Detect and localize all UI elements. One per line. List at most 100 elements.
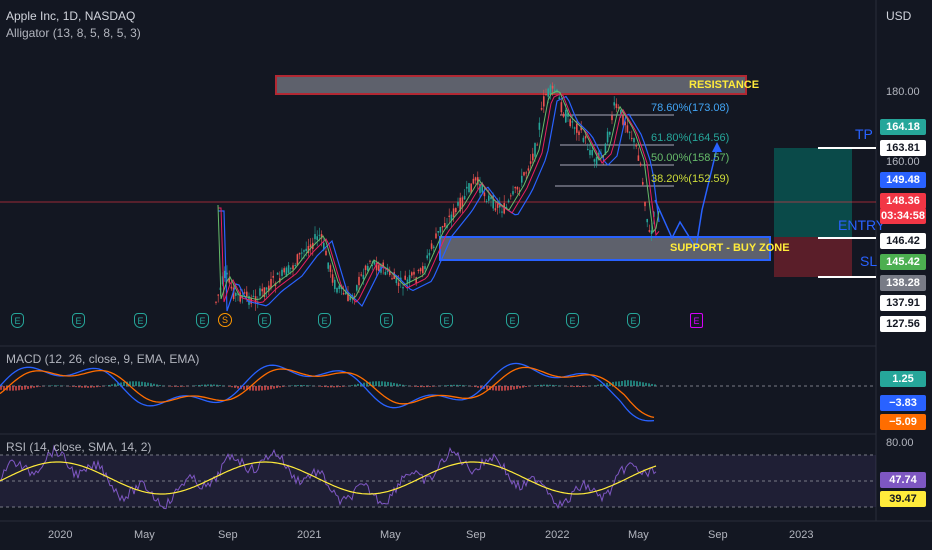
macd-histogram-bar (600, 384, 602, 386)
symbol-title[interactable]: Apple Inc, 1D, NASDAQ (6, 9, 136, 23)
candle-body (510, 195, 512, 197)
candle-body (626, 125, 629, 133)
macd-histogram-bar (645, 382, 647, 386)
candle-body (294, 265, 296, 267)
candle-body (554, 90, 556, 92)
macd-histogram-bar (3, 386, 5, 391)
sl-label: SL (860, 253, 878, 269)
macd-histogram-bar (540, 384, 542, 386)
macd-histogram-bar (183, 386, 185, 387)
macd-histogram-bar (297, 385, 299, 386)
price-tag-alligator: 149.48 (880, 172, 926, 188)
macd-histogram-bar (54, 385, 56, 386)
projection-path[interactable] (654, 147, 718, 251)
macd-histogram-bar (501, 386, 503, 391)
time-label: Sep (466, 529, 486, 541)
candle-body (336, 287, 338, 293)
macd-histogram-bar (447, 385, 449, 386)
currency-label[interactable]: USD (886, 9, 912, 23)
candle-body (565, 109, 567, 123)
macd-histogram-bar (294, 385, 296, 386)
candle-body (547, 88, 549, 97)
candle-body (582, 137, 585, 142)
price-tag-bottom: 127.56 (880, 316, 926, 332)
price-candles[interactable] (215, 82, 655, 311)
earnings-icon[interactable]: E (134, 313, 147, 328)
rsi-level-80: 80.00 (886, 437, 914, 449)
candle-body (633, 138, 635, 143)
macd-histogram-bar (354, 384, 356, 386)
candle-body (395, 275, 398, 284)
candle-body (413, 271, 415, 275)
macd-histogram-bar (648, 383, 650, 386)
candle-body (569, 119, 571, 127)
macd-histogram-bar (39, 386, 41, 387)
candle-body (501, 211, 503, 213)
candle-body (521, 175, 523, 183)
candle-body (604, 143, 607, 155)
stop-loss-area[interactable] (774, 237, 852, 277)
macd-histogram-bar (273, 386, 275, 389)
time-label: May (628, 529, 649, 541)
countdown-tag: 03:34:58 (880, 208, 926, 224)
macd-histogram-bar (426, 386, 428, 388)
macd-histogram-bar (231, 386, 233, 388)
macd-histogram-bar (546, 384, 548, 386)
macd-histogram-bar (117, 383, 119, 386)
rsi-legend[interactable]: RSI (14, close, SMA, 14, 2) (6, 440, 152, 454)
earnings-icon[interactable]: E (566, 313, 579, 328)
macd-histogram-bar (87, 386, 89, 388)
candle-body (283, 268, 285, 273)
macd-histogram-bar (219, 385, 221, 386)
macd-histogram-bar (201, 384, 203, 386)
candle-body (468, 183, 470, 193)
candle-body (309, 244, 312, 248)
candle-body (589, 150, 591, 155)
candle-body (435, 233, 437, 239)
tp-label: TP (855, 126, 873, 142)
price-tag-tp-line: 163.81 (880, 140, 926, 156)
macd-legend[interactable]: MACD (12, 26, close, 9, EMA, EMA) (6, 352, 200, 366)
rsi-line (0, 444, 657, 510)
earnings-icon[interactable]: E (380, 313, 393, 328)
candle-body (573, 127, 576, 129)
candle-body (228, 278, 230, 283)
macd-histogram-bar (258, 386, 260, 391)
candle-body (532, 153, 534, 161)
candle-body (620, 109, 622, 117)
earnings-icon[interactable]: E (318, 313, 331, 328)
price-tag-sl-line: 137.91 (880, 295, 926, 311)
indicator-legend[interactable]: Alligator (13, 8, 5, 8, 5, 3) (6, 26, 141, 40)
macd-histogram-bar (594, 385, 596, 386)
earnings-icon[interactable]: E (196, 313, 209, 328)
rsi-ma-tag: 39.47 (880, 491, 926, 507)
earnings-icon[interactable]: E (72, 313, 85, 328)
candle-body (327, 262, 329, 269)
split-icon[interactable]: S (218, 313, 232, 327)
macd-histogram-bar (132, 381, 134, 386)
alligator-jaw-line (218, 95, 660, 312)
time-label: 2020 (48, 529, 73, 541)
macd-histogram-bar (177, 386, 179, 387)
macd-histogram-bar (174, 386, 176, 387)
earnings-icon[interactable]: E (440, 313, 453, 328)
take-profit-area[interactable] (774, 148, 852, 237)
fib-786-label: 78.60%(173.08) (651, 102, 730, 114)
candle-body (595, 157, 598, 165)
earnings-icon[interactable]: E (258, 313, 271, 328)
earnings-upcoming-icon[interactable]: E (690, 313, 703, 328)
earnings-icon[interactable]: E (506, 313, 519, 328)
candle-body (584, 136, 587, 139)
candle-body (485, 200, 488, 203)
macd-histogram-bar (639, 381, 641, 386)
candle-body (230, 286, 233, 289)
resistance-zone[interactable] (275, 75, 747, 95)
earnings-icon[interactable]: E (627, 313, 640, 328)
candle-body (250, 298, 252, 304)
earnings-icon[interactable]: E (11, 313, 24, 328)
macd-histogram-bar (213, 384, 215, 386)
macd-histogram-bar (519, 386, 521, 389)
macd-histogram-bar (651, 383, 653, 386)
macd-histogram-bar (255, 386, 257, 391)
